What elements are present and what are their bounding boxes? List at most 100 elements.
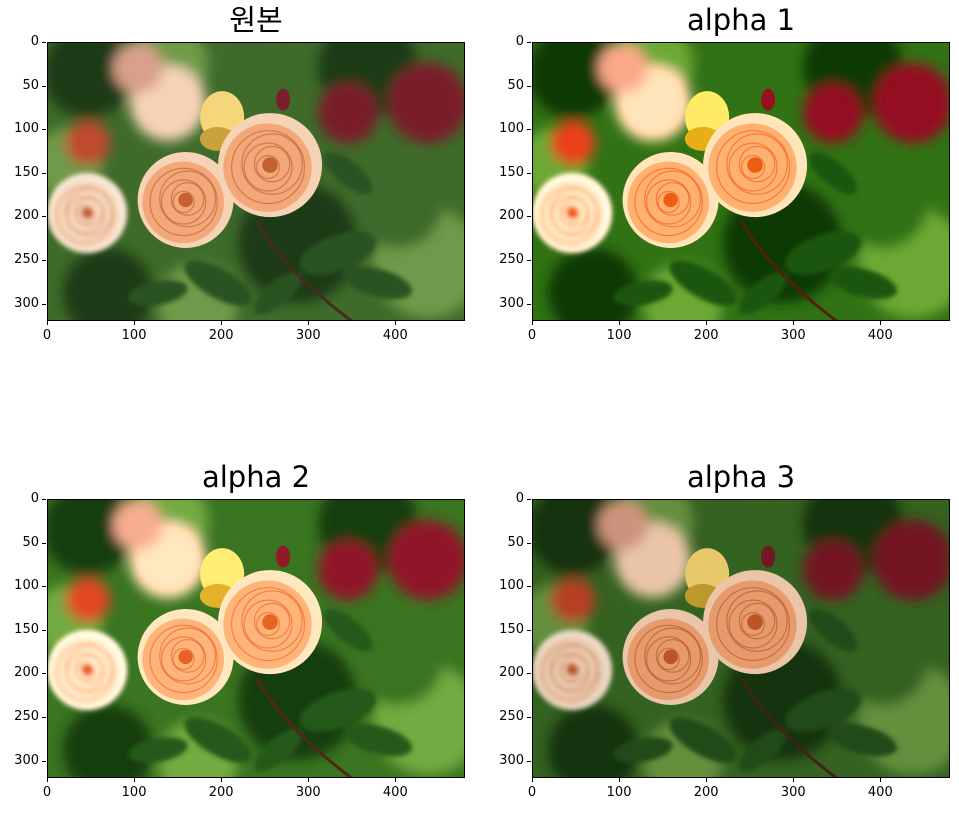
- x-tick-label: 200: [208, 328, 234, 343]
- panel-title: 원본: [229, 3, 283, 37]
- x-tick: [619, 321, 621, 325]
- y-tick: [42, 629, 46, 631]
- y-tick: [527, 760, 531, 762]
- image-panel-alpha-3: alpha 3 0 50 100 150 200 250 300 0 100 200 300 400: [499, 460, 950, 800]
- x-tick-label: 200: [693, 785, 719, 800]
- y-tick-label: 200: [499, 665, 524, 681]
- x-tick: [134, 321, 136, 325]
- y-tick: [42, 259, 46, 261]
- y-tick: [42, 42, 46, 43]
- panel-title: alpha 3: [686, 460, 796, 494]
- x-tick-label: 200: [208, 785, 234, 800]
- rose-photo: [48, 500, 464, 777]
- y-tick: [527, 586, 531, 588]
- y-tick: [42, 760, 46, 762]
- rose-photo: [48, 43, 464, 320]
- x-tick: [395, 321, 397, 325]
- y-tick: [42, 129, 46, 131]
- y-tick-label: 150: [14, 621, 39, 637]
- x-tick-label: 300: [295, 785, 321, 800]
- x-tick: [619, 778, 621, 782]
- rose-photo: [533, 43, 949, 320]
- x-tick: [880, 321, 882, 325]
- y-tick-label: 50: [507, 534, 524, 550]
- x-tick: [134, 778, 136, 782]
- x-tick-label: 300: [295, 328, 321, 343]
- image-frame: [532, 499, 950, 778]
- x-tick-label: 400: [382, 328, 408, 343]
- y-tick: [527, 673, 531, 675]
- y-tick: [42, 172, 46, 174]
- y-tick-label: 100: [14, 578, 39, 594]
- x-tick-label: 0: [527, 785, 537, 800]
- x-tick-label: 400: [867, 785, 893, 800]
- y-tick: [527, 542, 531, 544]
- y-tick: [527, 499, 531, 500]
- panel-title: alpha 1: [686, 3, 796, 37]
- x-tick: [793, 778, 795, 782]
- x-tick-label: 100: [121, 785, 147, 800]
- y-tick-label: 250: [14, 251, 39, 267]
- y-tick-label: 150: [499, 621, 524, 637]
- y-tick: [42, 716, 46, 718]
- x-tick: [47, 321, 48, 325]
- x-tick-label: 200: [693, 328, 719, 343]
- y-tick: [527, 716, 531, 718]
- x-tick-label: 300: [780, 785, 806, 800]
- y-tick: [42, 216, 46, 218]
- y-tick-label: 200: [14, 208, 39, 224]
- image-panel-original: 원본 0 50 100 150 200 250 300 0 100 200 300 400: [14, 3, 465, 343]
- y-tick: [527, 129, 531, 131]
- y-tick-label: 100: [499, 578, 524, 594]
- x-tick: [793, 321, 795, 325]
- x-tick-label: 400: [382, 785, 408, 800]
- x-tick: [308, 778, 310, 782]
- image-frame: [47, 42, 465, 321]
- y-tick-label: 300: [14, 295, 39, 311]
- image-panel-alpha-2: alpha 2 0 50 100 150 200 250 300 0 100 200 300 400: [14, 460, 465, 800]
- y-tick-label: 200: [14, 665, 39, 681]
- y-tick-label: 150: [14, 164, 39, 180]
- y-tick-label: 250: [14, 708, 39, 724]
- x-tick-label: 300: [780, 328, 806, 343]
- y-tick-label: 250: [499, 708, 524, 724]
- x-tick-label: 0: [42, 785, 52, 800]
- y-tick-label: 50: [22, 77, 39, 93]
- y-tick-label: 0: [30, 34, 39, 49]
- x-tick: [308, 321, 310, 325]
- y-tick-label: 300: [499, 295, 524, 311]
- y-tick: [527, 259, 531, 261]
- y-tick-label: 0: [515, 34, 524, 49]
- y-tick: [527, 42, 531, 43]
- y-tick-label: 50: [22, 534, 39, 550]
- image-frame: [532, 42, 950, 321]
- x-tick-label: 100: [121, 328, 147, 343]
- x-tick: [221, 321, 223, 325]
- y-tick: [42, 303, 46, 305]
- x-tick-label: 0: [527, 328, 537, 343]
- y-tick: [527, 629, 531, 631]
- y-tick: [42, 499, 46, 500]
- x-tick: [532, 321, 533, 325]
- x-tick: [47, 778, 48, 782]
- y-tick: [42, 586, 46, 588]
- y-tick: [42, 542, 46, 544]
- x-tick-label: 0: [42, 328, 52, 343]
- y-tick-label: 250: [499, 251, 524, 267]
- y-tick-label: 0: [30, 491, 39, 506]
- image-panel-alpha-1: alpha 1 0 50 100 150 200 250 300 0 100 200 300 400: [499, 3, 950, 343]
- x-tick-label: 400: [867, 328, 893, 343]
- x-tick-label: 100: [606, 328, 632, 343]
- y-tick-label: 0: [515, 491, 524, 506]
- y-tick-label: 100: [499, 121, 524, 137]
- x-tick-label: 100: [606, 785, 632, 800]
- y-tick: [42, 85, 46, 87]
- y-tick: [42, 673, 46, 675]
- rose-photo: [533, 500, 949, 777]
- y-tick-label: 100: [14, 121, 39, 137]
- x-tick: [706, 321, 708, 325]
- panel-title: alpha 2: [201, 460, 311, 494]
- x-tick: [395, 778, 397, 782]
- y-tick: [527, 303, 531, 305]
- y-tick: [527, 85, 531, 87]
